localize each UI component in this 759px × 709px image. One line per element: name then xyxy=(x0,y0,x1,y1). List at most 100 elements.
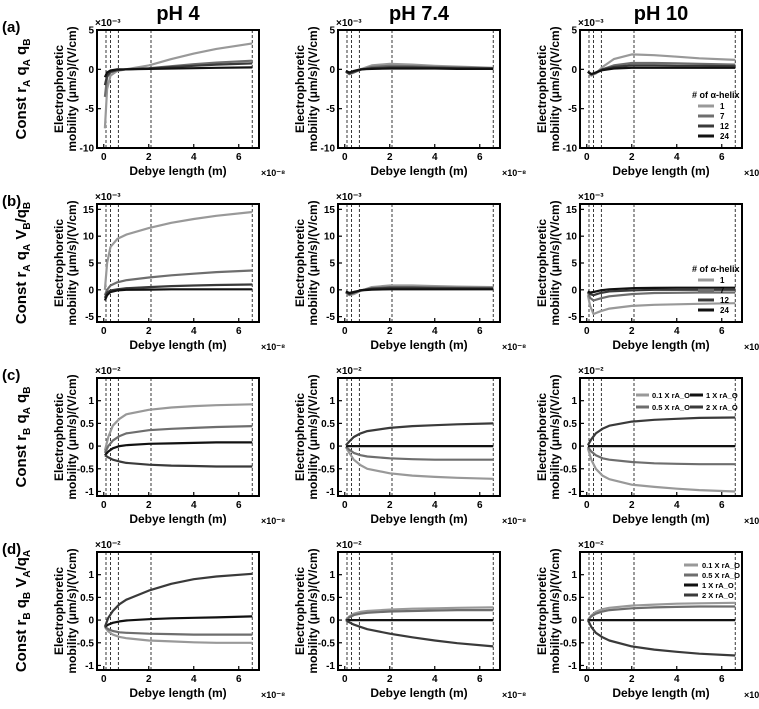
y-axis-label: Electrophoretic xyxy=(52,45,66,133)
y-tick-label: 15 xyxy=(324,205,336,216)
y-tick-label: 5 xyxy=(571,26,577,37)
x-tick-label: 6 xyxy=(236,152,242,163)
y-tick-label: -1 xyxy=(85,661,94,672)
x-exponent-label: ×10⁻⁸ xyxy=(744,168,759,178)
y-axis-label: mobility (μm/s)/(V/cm) xyxy=(65,548,79,673)
x-tick-label: 4 xyxy=(432,326,438,337)
x-tick-label: 2 xyxy=(629,500,635,511)
y-axis-label: Electrophoretic xyxy=(52,567,66,655)
y-exponent-label: ×10⁻³ xyxy=(578,18,604,29)
legend-entry: 24 xyxy=(720,306,729,315)
x-tick-label: 2 xyxy=(146,500,152,511)
x-axis-label: Debye length (m) xyxy=(612,512,709,526)
axes-frame xyxy=(337,377,501,497)
series-line xyxy=(586,416,736,446)
series-line xyxy=(103,210,253,290)
series-line xyxy=(103,42,253,129)
series-line xyxy=(587,288,736,297)
legend-entry: 12 xyxy=(720,296,729,305)
y-tick-label: 10 xyxy=(83,232,95,243)
panel-d-1: -1 -0.5 0 0.5 1 0 2 4 6 ×10⁻² ×10⁻⁸ Debye length (m… xyxy=(293,540,526,700)
y-tick-label: 0 xyxy=(571,285,577,296)
x-tick-label: 6 xyxy=(719,500,725,511)
x-tick-label: 6 xyxy=(236,674,242,685)
x-tick-label: 2 xyxy=(146,152,152,163)
y-tick-label: 0 xyxy=(88,616,94,627)
x-tick-label: 4 xyxy=(432,500,438,511)
x-tick-label: 0 xyxy=(342,500,348,511)
y-tick-label: 0 xyxy=(571,442,577,453)
y-exponent-label: ×10⁻² xyxy=(336,540,362,551)
y-tick-label: 0.5 xyxy=(321,419,335,430)
x-tick-label: 0 xyxy=(342,326,348,337)
x-tick-label: 0 xyxy=(101,326,107,337)
panel-c-0: -1 -0.5 0 0.5 1 0 2 4 6 ×10⁻² ×10⁻⁸ Debye length (m… xyxy=(52,366,285,526)
y-tick-label: -10 xyxy=(321,144,336,155)
y-exponent-label: ×10⁻³ xyxy=(336,192,362,203)
y-tick-label: 5 xyxy=(571,259,577,270)
y-tick-label: -1 xyxy=(326,661,335,672)
y-axis-label: mobility (μm/s)/(V/cm) xyxy=(548,200,562,325)
series-line xyxy=(103,403,253,451)
y-tick-label: 0 xyxy=(88,442,94,453)
y-tick-label: 5 xyxy=(88,26,94,37)
panel-d-2: -1 -0.5 0 0.5 1 0 2 4 6 ×10⁻² ×10⁻⁸ Debye length (m… xyxy=(535,540,759,700)
y-tick-label: 5 xyxy=(329,259,335,270)
y-axis-label: mobility (μm/s)/(V/cm) xyxy=(548,374,562,499)
x-axis-label: Debye length (m) xyxy=(370,512,467,526)
y-axis-label: Electrophoretic xyxy=(535,219,549,307)
series-line xyxy=(104,441,253,456)
x-tick-label: 2 xyxy=(146,674,152,685)
legend-entry: 2 X rA_O xyxy=(706,403,738,412)
series-line xyxy=(587,66,736,76)
series-line xyxy=(587,605,736,621)
x-tick-label: 0 xyxy=(584,500,590,511)
x-axis-label: Debye length (m) xyxy=(612,338,709,352)
x-tick-label: 4 xyxy=(191,152,197,163)
y-tick-label: 1 xyxy=(88,570,94,581)
legend-entry: 0.1 X rA_O xyxy=(702,561,740,570)
legend-entry: 1 X rA_O xyxy=(706,391,738,400)
x-tick-label: 6 xyxy=(719,674,725,685)
y-tick-label: -5 xyxy=(326,312,335,323)
axes-frame xyxy=(337,551,501,671)
legend-entry: 1 xyxy=(720,102,725,111)
y-tick-label: -1 xyxy=(568,487,577,498)
y-tick-label: 0.5 xyxy=(321,593,335,604)
y-exponent-label: ×10⁻³ xyxy=(336,18,362,29)
panel-letter: (c) xyxy=(2,367,20,384)
x-tick-label: 4 xyxy=(191,500,197,511)
y-exponent-label: ×10⁻³ xyxy=(95,192,121,203)
x-axis-label: Debye length (m) xyxy=(370,686,467,700)
legend-entry: 1 xyxy=(720,276,725,285)
x-axis-label: Debye length (m) xyxy=(129,338,226,352)
column-title: pH 10 xyxy=(634,3,688,25)
x-tick-label: 2 xyxy=(146,326,152,337)
x-tick-label: 6 xyxy=(477,500,483,511)
x-tick-label: 2 xyxy=(629,326,635,337)
series-line xyxy=(103,269,253,296)
x-exponent-label: ×10⁻⁸ xyxy=(744,342,759,352)
x-axis-label: Debye length (m) xyxy=(129,164,226,178)
y-tick-label: 0 xyxy=(329,285,335,296)
y-axis-label: mobility (μm/s)/(V/cm) xyxy=(548,548,562,673)
y-tick-label: -0.5 xyxy=(318,638,336,649)
y-tick-label: -1 xyxy=(568,661,577,672)
x-tick-label: 6 xyxy=(236,500,242,511)
y-tick-label: 15 xyxy=(83,205,95,216)
y-axis-label: mobility (μm/s)/(V/cm) xyxy=(306,200,320,325)
y-exponent-label: ×10⁻³ xyxy=(95,18,121,29)
x-tick-label: 2 xyxy=(629,152,635,163)
axes-frame xyxy=(96,551,260,671)
x-tick-label: 0 xyxy=(101,152,107,163)
y-tick-label: 0.5 xyxy=(563,419,577,430)
x-axis-label: Debye length (m) xyxy=(612,164,709,178)
y-tick-label: 1 xyxy=(571,396,577,407)
series-line xyxy=(345,288,494,295)
x-exponent-label: ×10⁻⁸ xyxy=(261,342,285,352)
x-tick-label: 6 xyxy=(477,326,483,337)
y-axis-label: Electrophoretic xyxy=(293,45,307,133)
legend-entry: 12 xyxy=(720,122,729,131)
